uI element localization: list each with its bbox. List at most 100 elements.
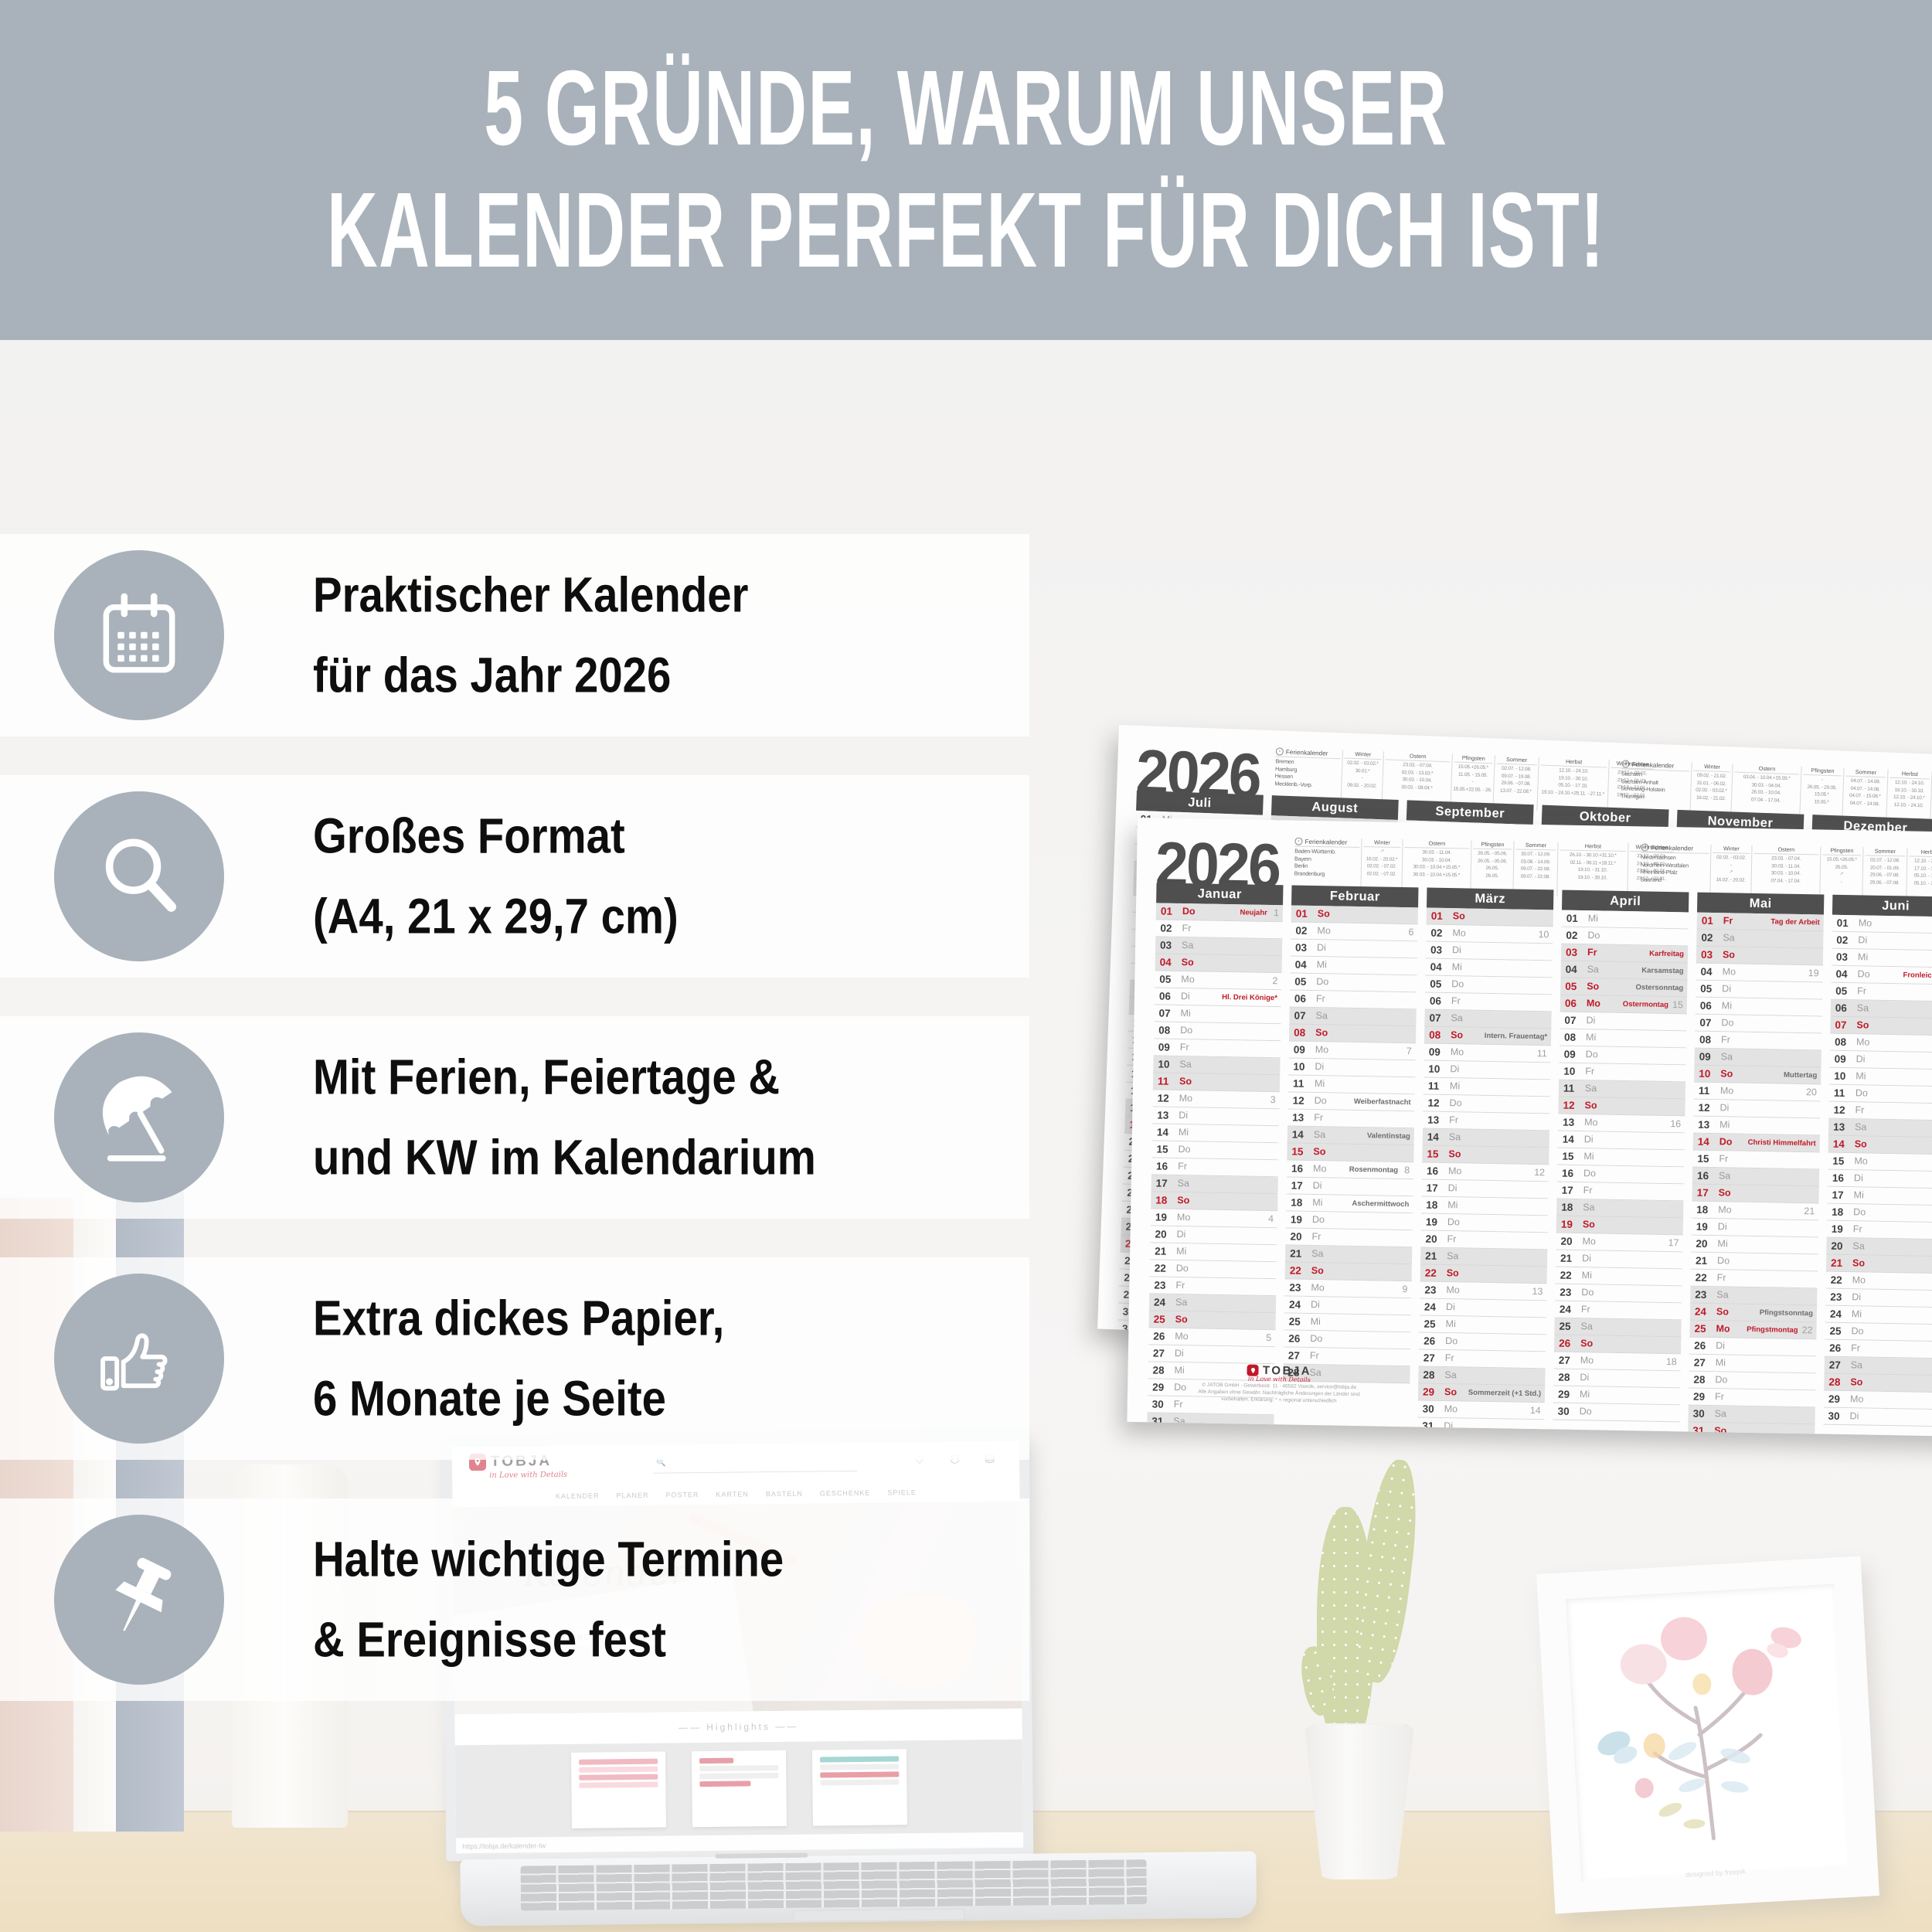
info-icon: › (1641, 843, 1649, 852)
day-row: 11 Mi (1423, 1077, 1551, 1097)
day-row: 20 Di (1150, 1226, 1277, 1246)
day-row: 20 Mo 17 (1556, 1233, 1683, 1253)
feature-text: Praktischer Kalender für das Jahr 2026 (313, 555, 748, 715)
day-row: 18 So (1151, 1192, 1278, 1212)
day-row: 16 Sa (1692, 1167, 1820, 1187)
day-row: 03 Di (1290, 939, 1418, 959)
day-row: 03 Mi (1831, 948, 1932, 968)
day-row: 15 Do (1151, 1141, 1279, 1161)
day-row: 01 Do Neujahr 1 (1155, 903, 1284, 923)
day-row: 28 Sa (1418, 1366, 1546, 1386)
day-row: 05 Fr (1831, 982, 1932, 1002)
day-row: 04 Mi (1425, 958, 1553, 978)
feature-line-2: & Ereignisse fest (313, 1611, 666, 1667)
day-row: 17 Mi (1827, 1186, 1932, 1206)
calendar-week-number: 3 (1270, 1094, 1276, 1106)
calendar-week-number: 11 (1536, 1048, 1547, 1060)
day-row: 18 Mi (1421, 1196, 1549, 1216)
day-row: 06 Mo Ostermontag 15 (1560, 995, 1688, 1015)
holiday-note: Weiberfastnacht (1353, 1097, 1411, 1107)
headline-banner: 5 GRÜNDE, WARUM UNSER KALENDER PERFEKT F… (0, 0, 1932, 340)
day-row: 01 So (1426, 907, 1553, 927)
day-row: 03 So (1696, 946, 1824, 966)
calendar-icon (54, 550, 224, 720)
day-row: 26 Di (1689, 1337, 1817, 1357)
map-pin-icon (1247, 1364, 1260, 1376)
day-row: 07 So (1830, 1016, 1932, 1036)
holiday-note: Hl. Drei Könige* (1222, 992, 1278, 1003)
day-row: 16 Fr (1151, 1158, 1279, 1178)
magnifier-icon (54, 791, 224, 961)
holiday-note: Christi Himmelfahrt (1747, 1138, 1816, 1148)
laptop: TOBJA in Love with Details 🔍 ♡ ⚇ ⛁ KALEN… (441, 1429, 1267, 1932)
calendar-week-number: 4 (1267, 1213, 1274, 1225)
umbrella-icon (54, 1032, 224, 1202)
month-column-märz: März 01 So 02 Mo 10 03 Di 04 Mi 05 Do 06 Fr 07 Sa 08 So In… (1417, 887, 1554, 1437)
day-row: 11 Mi (1287, 1075, 1416, 1095)
feature-text: Mit Ferien, Feiertage & und KW im Kalenda… (313, 1037, 816, 1197)
day-row: 20 Mi (1691, 1235, 1818, 1255)
day-row: 16 Di (1827, 1169, 1932, 1189)
day-row: 12 Di (1693, 1099, 1821, 1119)
month-header: März (1427, 887, 1554, 910)
month-column-juni: Juni 01 Mo 02 Di 03 Mi 04 Do Fronleichnam* 05 Fr 06 S… (1823, 894, 1932, 1427)
plant-pot (1304, 1725, 1414, 1879)
day-row: 05 So Ostersonntag (1560, 978, 1688, 998)
day-row: 23 Sa (1690, 1286, 1818, 1306)
day-row: 11 So (1152, 1073, 1281, 1093)
day-row: 06 Di Hl. Drei Könige* (1154, 988, 1282, 1008)
day-row: 06 Mi (1695, 997, 1823, 1017)
day-row: 20 Fr (1285, 1228, 1413, 1248)
month-column-januar: Januar 01 Do Neujahr 1 02 Fr 03 Sa 04 So 05 Mo 2 06 Di H… (1147, 883, 1284, 1433)
feature-row-2: Großes Format (A4, 21 x 29,7 cm) (0, 775, 1029, 978)
day-row: 04 Mi (1290, 956, 1417, 976)
day-row: 24 So Pfingstsonntag (1689, 1303, 1818, 1323)
day-row: 09 Di (1829, 1050, 1932, 1070)
day-row: 30 Di (1823, 1407, 1932, 1427)
day-row: 25 Mi (1419, 1315, 1546, 1335)
day-row: 01 Mo (1832, 914, 1932, 934)
day-row: 03 Fr Karfreitag (1560, 944, 1689, 964)
webshop-logo: TOBJA (468, 1453, 552, 1471)
feature-text: Großes Format (A4, 21 x 29,7 cm) (313, 796, 679, 956)
day-row: 02 Mo 6 (1291, 922, 1418, 942)
day-row: 12 Do Weiberfastnacht (1287, 1092, 1415, 1112)
day-row: 21 Mi (1150, 1243, 1277, 1263)
frame-artwork (1565, 1583, 1850, 1882)
day-row: 13 Mi (1692, 1116, 1821, 1136)
day-row: 25 So (1148, 1311, 1276, 1331)
day-row: 24 Di (1419, 1298, 1547, 1318)
calendar-week-number: 22 (1801, 1325, 1813, 1336)
day-row: 28 So (1824, 1373, 1932, 1393)
day-row: 12 Mo 3 (1152, 1090, 1280, 1110)
day-row: 27 Di (1148, 1345, 1276, 1365)
holiday-note: Pfingstmontag (1747, 1325, 1798, 1335)
day-row: 18 Mo 21 (1692, 1201, 1819, 1221)
day-row: 19 Do (1285, 1211, 1413, 1231)
day-row: 13 Sa (1828, 1118, 1932, 1138)
day-row: 10 Sa (1153, 1056, 1281, 1076)
day-row: 30 Mo 14 (1417, 1400, 1545, 1420)
day-row: 14 Mi (1151, 1124, 1280, 1144)
day-row: 09 Fr (1153, 1039, 1281, 1059)
day-row: 29 So Sommerzeit (+1 Std.) (1417, 1383, 1546, 1403)
day-row: 13 Mo 16 (1558, 1114, 1685, 1134)
day-row: 22 Mo (1825, 1271, 1932, 1291)
day-row: 21 Do (1690, 1252, 1818, 1272)
day-row: 27 Mo 18 (1553, 1352, 1681, 1372)
day-row: 16 Mo Rosenmontag 8 (1286, 1160, 1414, 1180)
day-row: 07 Mi (1154, 1005, 1281, 1025)
day-row: 10 Di (1288, 1058, 1416, 1078)
calendar-week-number: 9 (1402, 1284, 1408, 1295)
day-row: 04 Do Fronleichnam* (1831, 965, 1932, 985)
feature-row-4: Extra dickes Papier, 6 Monate je Seite (0, 1257, 1029, 1460)
day-row: 02 Sa (1696, 929, 1824, 949)
day-row: 29 Fr (1688, 1388, 1816, 1408)
